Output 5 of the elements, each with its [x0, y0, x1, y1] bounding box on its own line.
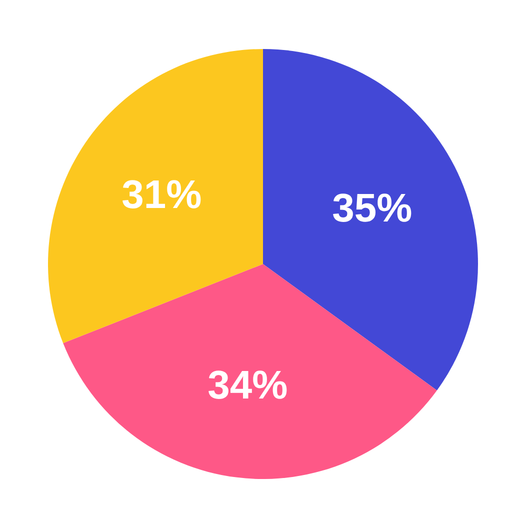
- pie-slice: [63, 264, 437, 479]
- data-label: 34%: [208, 364, 288, 408]
- pie-slice: [48, 49, 263, 344]
- data-label: 31%: [122, 173, 202, 218]
- data-label: 35%: [332, 186, 412, 230]
